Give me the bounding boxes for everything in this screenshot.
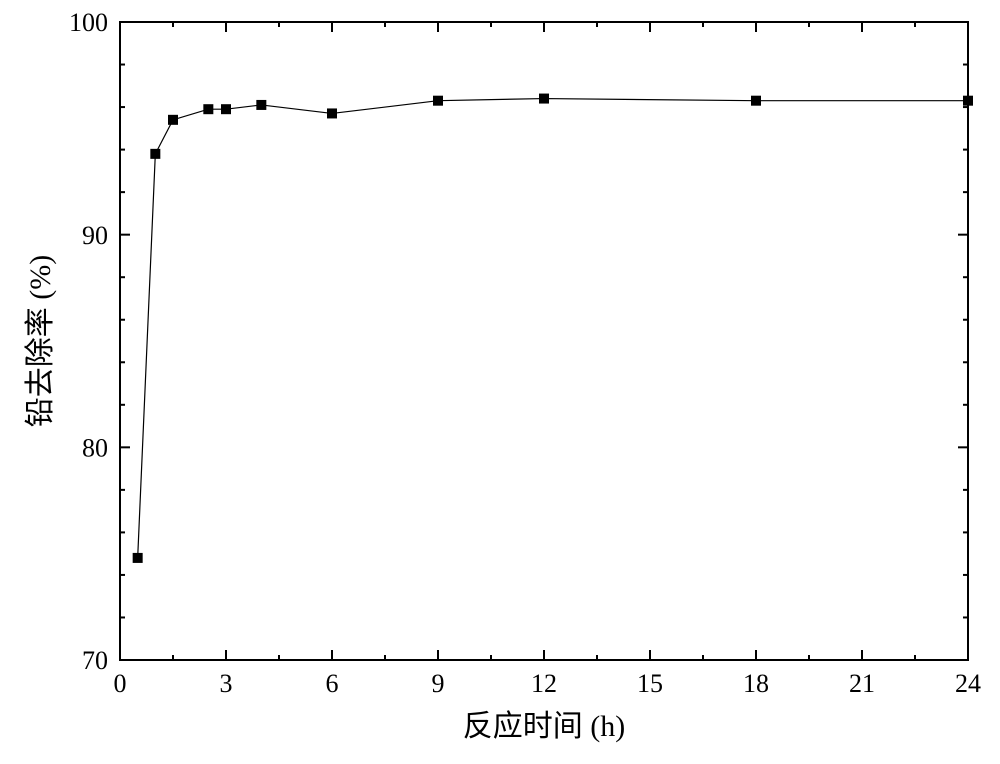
- svg-text:80: 80: [82, 433, 108, 462]
- svg-text:90: 90: [82, 221, 108, 250]
- svg-text:0: 0: [114, 669, 127, 698]
- svg-text:6: 6: [326, 669, 339, 698]
- lead-removal-chart: 0 3 6 9 12 15 18 21 24 70 80 90 100 反应时间 (h) 铅去除率 (%): [0, 0, 1000, 764]
- svg-text:100: 100: [69, 8, 108, 37]
- svg-text:21: 21: [849, 669, 875, 698]
- svg-text:24: 24: [955, 669, 981, 698]
- svg-text:15: 15: [637, 669, 663, 698]
- svg-text:反应时间 (h): 反应时间 (h): [463, 710, 625, 743]
- svg-text:3: 3: [220, 669, 233, 698]
- svg-text:70: 70: [82, 646, 108, 675]
- svg-text:9: 9: [432, 669, 445, 698]
- svg-text:铅去除率 (%): 铅去除率 (%): [24, 255, 57, 427]
- chart-svg: 0 3 6 9 12 15 18 21 24 70 80 90 100 反应时间 (h) 铅去除率 (%): [0, 0, 1000, 764]
- svg-text:12: 12: [531, 669, 557, 698]
- svg-text:18: 18: [743, 669, 769, 698]
